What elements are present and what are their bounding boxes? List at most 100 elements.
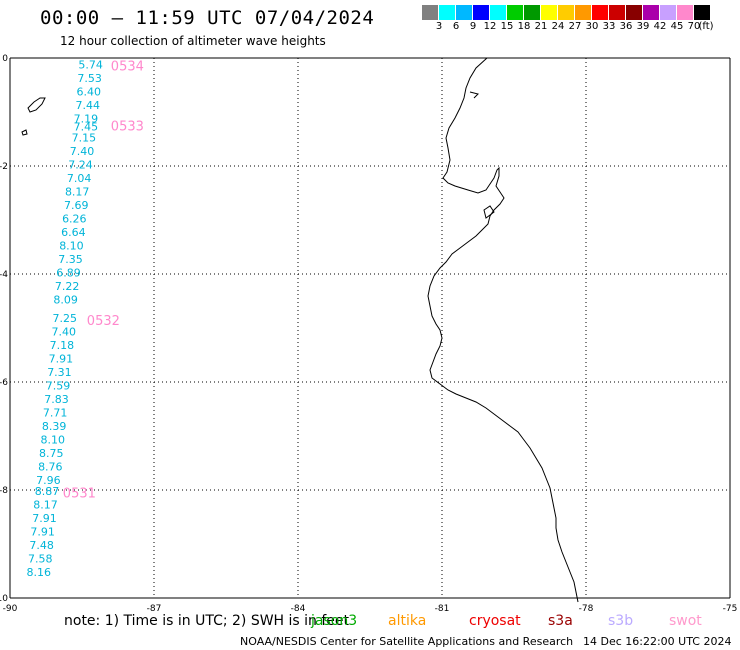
galapagos-espanola-island [21,129,28,136]
map-subtitle: 12 hour collection of altimeter wave hei… [60,34,326,48]
wave-height-value: 8.10 [59,239,84,252]
wave-height-value: 7.18 [50,339,75,352]
wave-height-color-legend: 3 6 9 12 15 18 21 24 27 30 33 36 39 42 45 70 (ft) [422,5,740,34]
legend-label: 45 [670,21,684,32]
wave-height-value: 6.26 [62,212,87,225]
legend-label: 9 [469,21,477,32]
legend-label: 24 [551,21,565,32]
legend-label: 27 [568,21,582,32]
wave-height-value: 7.31 [47,366,72,379]
legend-label: 42 [653,21,667,32]
wave-height-value: 7.83 [44,393,69,406]
legend-swatch [439,5,456,20]
track-time-label: 0531 [63,487,96,502]
wave-height-value: 7.58 [28,553,53,566]
y-tick-label: -4 [0,270,8,280]
legend-swatch [524,5,541,20]
mission-label-swot: swot [669,613,702,629]
mission-label-s3b: s3b [608,613,634,629]
track-time-label: 0533 [111,119,144,134]
wave-height-value: 8.09 [53,293,78,306]
satellite-track: 5.747.536.407.447.197.457.157.407.247.04… [27,58,103,579]
legend-label: (ft) [698,21,714,32]
wave-height-value: 8.17 [65,185,90,198]
y-tick-label: -6 [0,378,8,388]
wave-height-value: 8.76 [38,461,63,474]
track-time-labels: 0534 0533 0532 0531 [63,59,144,501]
wave-height-value: 7.04 [67,172,92,185]
x-tick-label: -90 [3,604,18,614]
wave-height-value: 7.40 [70,145,95,158]
wave-height-value: 7.15 [72,131,97,144]
legend-swatch [643,5,660,20]
y-tick-label: -2 [0,162,8,172]
x-tick-label: -87 [147,604,162,614]
mission-label-jason3: jason3 [311,613,358,629]
wave-height-value: 6.40 [76,85,101,98]
wave-height-value: 7.69 [64,199,89,212]
legend-label: 3 [435,21,443,32]
legend-swatches [422,5,740,20]
legend-label: 36 [619,21,633,32]
legend-swatch [660,5,677,20]
legend-swatch [592,5,609,20]
coastline [21,57,579,603]
legend-swatch [541,5,558,20]
legend-label: 30 [585,21,599,32]
map-title: 00:00 – 11:59 UTC 07/04/2024 [40,7,375,29]
wave-height-value: 7.25 [52,312,77,325]
x-tick-label: -75 [723,604,738,614]
gulf-inlet [469,91,479,99]
wave-height-value: 7.91 [30,526,55,539]
legend-label: 6 [452,21,460,32]
y-tick-label: -8 [0,486,8,496]
legend-swatch [694,5,711,20]
wave-height-value: 7.91 [32,512,57,525]
legend-swatch [575,5,592,20]
legend-swatch [626,5,643,20]
legend-swatch [507,5,524,20]
wave-height-value: 7.53 [77,72,102,85]
legend-swatch [677,5,694,20]
mission-label-s3a: s3a [548,613,573,629]
wave-height-value: 7.44 [76,99,101,112]
x-tick-label: -81 [435,604,450,614]
legend-label: 21 [534,21,548,32]
wave-height-value: 5.74 [78,58,103,71]
legend-labels: 3 6 9 12 15 18 21 24 27 30 33 36 39 42 45 70 (ft) [422,20,740,34]
wave-height-value: 7.19 [74,112,99,125]
y-tick-label: 0 [2,54,8,64]
wave-height-value: 8.87 [35,485,60,498]
wave-height-value: 8.10 [40,434,65,447]
legend-label: 15 [500,21,514,32]
mission-label-altika: altika [388,613,427,629]
wave-height-value: 7.91 [49,353,74,366]
wave-height-value: 8.39 [42,420,67,433]
legend-swatch [422,5,439,20]
x-tick-label: -84 [291,604,306,614]
legend-label: 18 [517,21,531,32]
wave-height-value: 8.17 [33,499,58,512]
galapagos-isabela-island [27,97,46,113]
legend-swatch [609,5,626,20]
south-america-coastline [427,57,579,603]
legend-label: 70 [687,21,701,32]
wave-height-value: 7.48 [29,539,54,552]
legend-swatch [490,5,507,20]
wave-height-value: 7.35 [58,253,83,266]
wave-height-value: 7.45 [74,121,99,134]
wave-height-value: 7.71 [43,407,68,420]
wave-height-value: 7.59 [46,380,71,393]
x-tick-label: -78 [579,604,594,614]
footer-note: note: 1) Time is in UTC; 2) SWH is in fe… [64,613,350,629]
wave-height-value: 7.40 [52,326,77,339]
legend-label: 39 [636,21,650,32]
track-time-label: 0532 [87,314,120,329]
axis-tick-labels: -90 -87 -84 -81 -78 -75 0 -2 -4 -6 -8 -10 [0,54,737,614]
credit-line: NOAA/NESDIS Center for Satellite Applica… [240,635,574,648]
wave-height-value: 8.16 [27,566,52,579]
y-tick-label: -10 [0,594,8,604]
track-time-label: 0534 [111,59,144,74]
wave-height-value: 8.75 [39,447,64,460]
